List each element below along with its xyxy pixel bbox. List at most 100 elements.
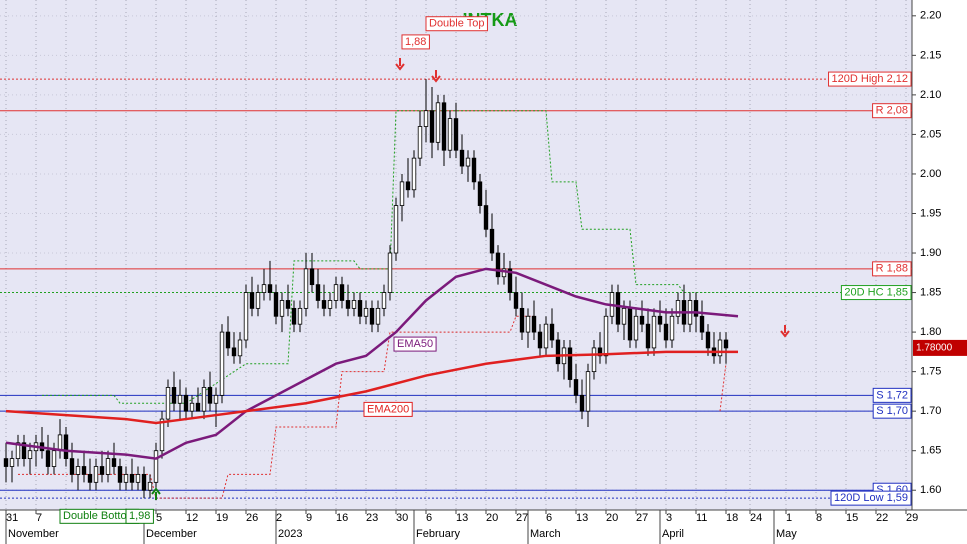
candle-body bbox=[447, 118, 453, 151]
annotation: Double Top bbox=[429, 18, 484, 30]
x-tick-label: 6 bbox=[426, 512, 432, 524]
x-tick-label: 26 bbox=[246, 512, 258, 524]
candle-body bbox=[483, 205, 489, 230]
candle-body bbox=[207, 387, 213, 404]
y-tick-label: 1.80 bbox=[920, 326, 941, 338]
x-tick-label: 27 bbox=[636, 512, 648, 524]
candle-body bbox=[177, 394, 183, 404]
candle-body bbox=[255, 292, 261, 309]
candle-body bbox=[489, 228, 495, 254]
level-label-box bbox=[840, 285, 912, 301]
candle-body bbox=[315, 284, 321, 301]
candle-body bbox=[585, 371, 591, 412]
candle-body bbox=[129, 474, 135, 483]
x-tick-label: 2 bbox=[276, 512, 282, 524]
candle-body bbox=[693, 300, 699, 317]
arrow bbox=[395, 58, 405, 71]
candle-body bbox=[363, 307, 369, 317]
candle-body bbox=[669, 315, 675, 341]
candle-body bbox=[393, 205, 399, 254]
candle-body bbox=[171, 387, 177, 404]
candle-body bbox=[111, 458, 117, 467]
candle-body bbox=[189, 402, 195, 412]
month-label: February bbox=[416, 528, 461, 540]
month-label: March bbox=[530, 528, 561, 540]
y-tick-label: 1.65 bbox=[920, 445, 941, 457]
x-tick-label: 22 bbox=[876, 512, 888, 524]
candle-body bbox=[237, 339, 243, 357]
annotation: 1,88 bbox=[405, 36, 426, 48]
candle-body bbox=[627, 307, 633, 341]
candle-body bbox=[357, 300, 363, 317]
candle-body bbox=[285, 300, 291, 309]
annotation-box bbox=[125, 508, 154, 524]
candle-body bbox=[351, 300, 357, 309]
x-tick-label: 9 bbox=[306, 512, 312, 524]
y-tick-label: 2.20 bbox=[920, 10, 941, 22]
annotation: Double Bottom bbox=[63, 510, 136, 522]
y-tick-label: 1.60 bbox=[920, 484, 941, 496]
candle-body bbox=[15, 442, 21, 460]
candle-body bbox=[453, 118, 459, 151]
x-tick-label: 29 bbox=[906, 512, 918, 524]
candle-body bbox=[705, 331, 711, 349]
arrow bbox=[151, 487, 161, 500]
arrow bbox=[431, 70, 441, 83]
candle-body bbox=[225, 331, 231, 349]
candle-body bbox=[219, 331, 225, 396]
candle-body bbox=[75, 466, 81, 475]
candle-body bbox=[645, 323, 651, 349]
annotation: 1,98 bbox=[129, 510, 150, 522]
candle-body bbox=[543, 323, 549, 349]
candle-body bbox=[525, 315, 531, 333]
x-tick-label: 27 bbox=[516, 512, 528, 524]
candle-body bbox=[213, 394, 219, 404]
x-tick-label: 30 bbox=[396, 512, 408, 524]
candle-body bbox=[459, 149, 465, 167]
candle-body bbox=[303, 268, 309, 309]
candle-body bbox=[99, 466, 105, 475]
candle-body bbox=[147, 481, 153, 491]
ema-line bbox=[5, 267, 739, 460]
ema-label-box bbox=[363, 401, 413, 417]
candle-body bbox=[339, 284, 345, 301]
level-label: S 1,70 bbox=[876, 405, 908, 417]
candle-body bbox=[117, 466, 123, 483]
x-tick-label: 6 bbox=[546, 512, 552, 524]
month-label: December bbox=[146, 528, 197, 540]
candle-body bbox=[27, 450, 33, 460]
candle-body bbox=[441, 102, 447, 151]
candle-body bbox=[723, 339, 729, 349]
legend-label: EMA200 bbox=[367, 403, 409, 415]
candle-body bbox=[549, 323, 555, 341]
ema-line bbox=[5, 350, 738, 425]
candle-body bbox=[573, 379, 579, 396]
candle-body bbox=[273, 292, 279, 317]
candle-body bbox=[591, 347, 597, 373]
candle-body bbox=[81, 466, 87, 475]
level-label-box bbox=[830, 490, 912, 506]
candle-body bbox=[381, 292, 387, 309]
y-tick-label: 1.75 bbox=[920, 366, 941, 378]
x-tick-label: 13 bbox=[576, 512, 588, 524]
x-tick-label: 7 bbox=[36, 512, 42, 524]
y-tick-label: 2.05 bbox=[920, 128, 941, 140]
x-tick-label: 1 bbox=[786, 512, 792, 524]
candle-body bbox=[495, 252, 501, 278]
y-tick-label: 2.15 bbox=[920, 49, 941, 61]
candle-body bbox=[411, 157, 417, 191]
y-tick-label: 1.95 bbox=[920, 207, 941, 219]
candle-body bbox=[195, 402, 201, 412]
level-label: 120D High 2,12 bbox=[832, 73, 908, 85]
candle-body bbox=[375, 307, 381, 325]
level-label: 120D Low 1,59 bbox=[834, 492, 908, 504]
candle-body bbox=[93, 466, 99, 483]
candle-body bbox=[135, 474, 141, 483]
candle-body bbox=[291, 307, 297, 325]
y-tick-label: 1.85 bbox=[920, 286, 941, 298]
candle-body bbox=[201, 387, 207, 412]
y-tick-label: 1.90 bbox=[920, 247, 941, 259]
level-label: 20D HC 1,85 bbox=[844, 286, 908, 298]
level-label: S 1,72 bbox=[876, 389, 908, 401]
